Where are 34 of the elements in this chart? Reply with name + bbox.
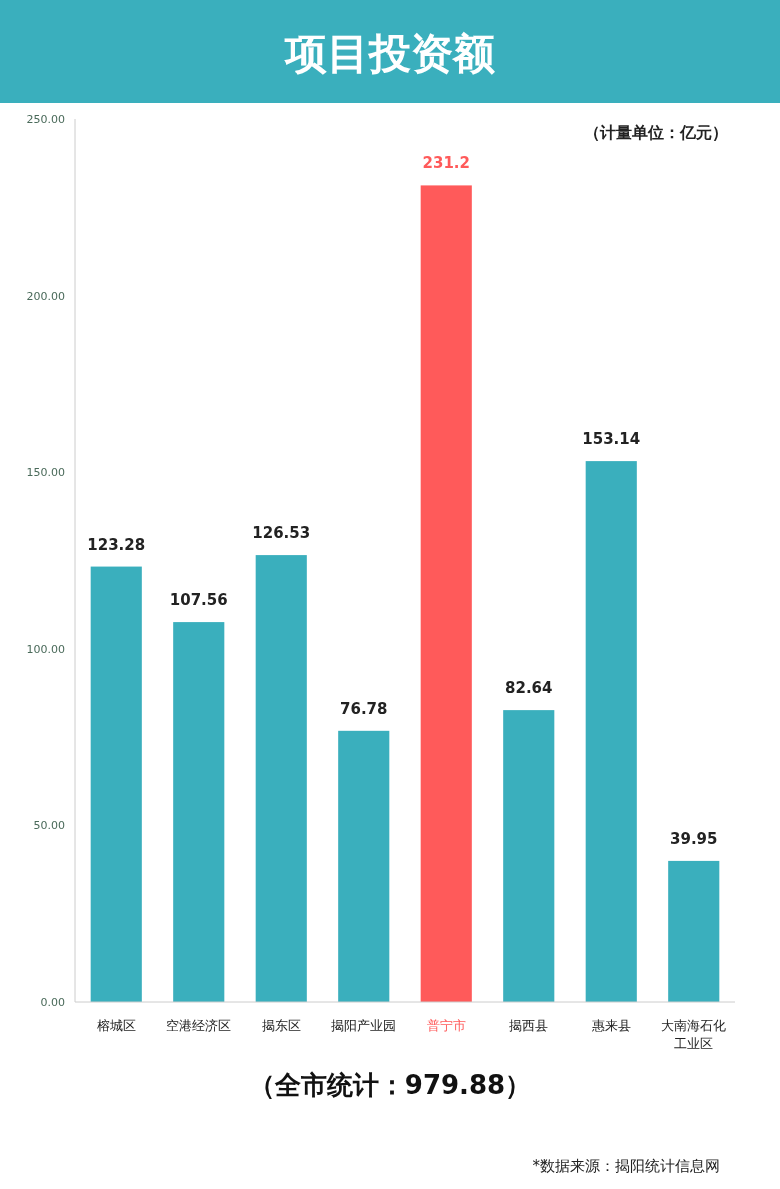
bar [585, 461, 637, 1002]
x-tick-label: 揭西县 [509, 1018, 549, 1033]
y-tick-label: 0.00 [40, 996, 65, 1009]
bar [173, 622, 225, 1002]
x-tick-label: 揭东区 [261, 1018, 301, 1033]
data-label: 107.56 [169, 591, 228, 610]
text: （全市统计：979.88） [248, 1070, 532, 1100]
y-tick-label: 150.00 [26, 466, 65, 480]
y-tick-label: 250.00 [26, 113, 65, 126]
x-tick-label: 大南海石化工业区 [661, 1018, 727, 1051]
y-tick-label: 50.00 [33, 819, 65, 833]
y-tick-label: 200.00 [26, 289, 65, 303]
data-label: 126.53 [252, 524, 311, 543]
data-label: 76.78 [340, 699, 388, 718]
data-label: 231.2 [422, 154, 470, 173]
data-label: 82.64 [505, 679, 553, 698]
bar [90, 566, 142, 1002]
bar [420, 185, 472, 1002]
text: *数据来源：揭阳统计信息网 [532, 1157, 720, 1175]
chart-title: 项目投资额 [284, 29, 495, 78]
x-tick-label: 惠来县 [590, 1018, 631, 1033]
x-tick-label: 普宁市 [426, 1018, 466, 1033]
y-tick-label: 100.00 [26, 642, 65, 656]
x-tick-label: 揭阳产业园 [331, 1018, 397, 1033]
bar [503, 710, 555, 1002]
data-label: 153.14 [582, 430, 641, 449]
bar [668, 860, 720, 1002]
annotation: （计量单位：亿元） [584, 123, 728, 142]
bar [255, 555, 307, 1002]
data-label: 39.95 [670, 829, 718, 848]
data-label: 123.28 [87, 535, 146, 554]
bar [338, 730, 390, 1002]
x-tick-label: 榕城区 [96, 1018, 136, 1033]
x-tick-label: 空港经济区 [166, 1018, 232, 1033]
